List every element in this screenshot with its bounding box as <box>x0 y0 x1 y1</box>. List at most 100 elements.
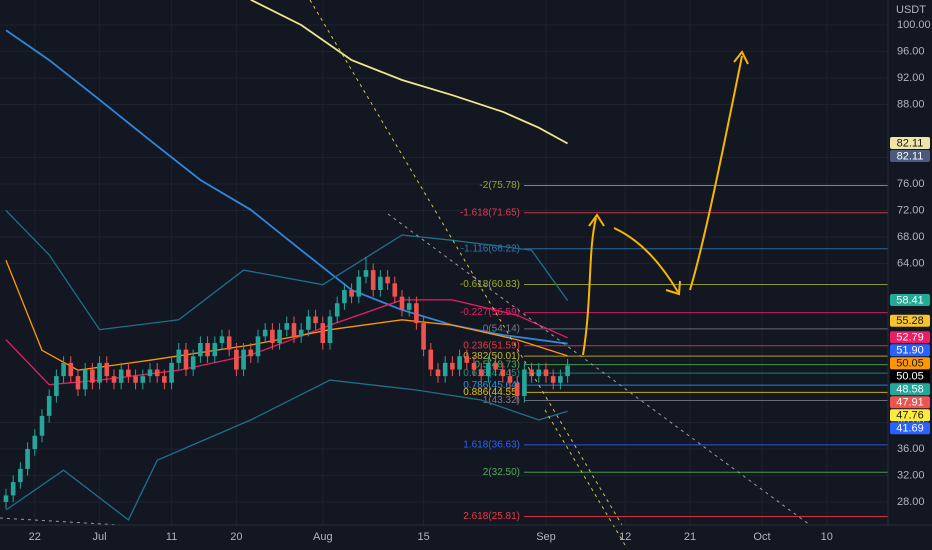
candle-body <box>558 376 563 383</box>
candle-body <box>399 296 405 310</box>
price-label-box <box>890 383 930 396</box>
candle-body <box>514 382 520 397</box>
fib-label: 0.886(44.55) <box>463 387 520 398</box>
x-tick-label: 22 <box>29 531 41 543</box>
price-label-box <box>890 150 930 163</box>
fib-label: 1.618(36.63) <box>463 439 520 450</box>
candle-body <box>392 283 398 297</box>
candle-body <box>284 323 290 330</box>
candle-body <box>313 316 318 324</box>
candle-body <box>493 362 498 370</box>
candle-body <box>226 336 232 350</box>
arrow-head <box>665 280 681 296</box>
candle-body <box>18 468 23 483</box>
candle-body <box>543 369 549 377</box>
candle-body <box>219 336 225 343</box>
candle-body <box>356 276 362 297</box>
fib-label: 0.236(51.59) <box>463 340 520 351</box>
candle-body <box>190 356 196 370</box>
price-label-box <box>890 357 930 370</box>
price-label: 47.76 <box>896 410 924 422</box>
price-label-box <box>890 422 930 435</box>
candle-body <box>370 270 376 290</box>
candle-body <box>68 362 74 377</box>
candle-body <box>421 323 426 350</box>
fib-label: -2(75.78) <box>479 180 520 191</box>
candle-body <box>255 336 261 357</box>
candle-body <box>270 329 275 343</box>
candle-body <box>147 369 153 377</box>
candle-body <box>306 316 311 330</box>
candle-body <box>406 303 412 310</box>
x-tick-label: 20 <box>230 531 242 543</box>
candle-body <box>25 449 30 469</box>
candle-body <box>550 376 556 383</box>
candle-body <box>176 349 182 363</box>
price-label-box <box>890 314 930 327</box>
y-tick-label: 32.00 <box>897 469 925 481</box>
candle-body <box>3 495 9 503</box>
price-label: 82.11 <box>897 150 924 162</box>
candle-body <box>536 369 542 377</box>
candle-body <box>169 362 174 383</box>
x-tick-label: Sep <box>536 531 556 543</box>
candle-body <box>61 362 66 377</box>
x-tick-label: Jul <box>93 531 107 543</box>
y-tick-label: 96.00 <box>897 45 925 57</box>
y-tick-label: 28.00 <box>897 496 925 508</box>
candle-body <box>486 362 491 377</box>
candle-body <box>212 342 218 357</box>
candle-body <box>291 323 297 337</box>
price-label: 55.28 <box>896 315 924 327</box>
candle-body <box>154 369 160 377</box>
x-tick-label: Aug <box>313 531 333 543</box>
candle-body <box>118 369 124 383</box>
arrow <box>689 55 743 291</box>
fib-label: -0.227(56.59) <box>460 307 520 318</box>
candle-body <box>277 329 282 343</box>
y-tick-label: 64.00 <box>897 257 925 269</box>
candle-body <box>104 362 110 377</box>
candle-body <box>522 369 527 397</box>
indicator-line <box>5 259 568 371</box>
price-label: 82.11 <box>897 137 924 149</box>
fib-label: 0.382(50.01) <box>463 351 520 362</box>
fib-label: 0(54.14) <box>483 323 520 334</box>
price-label: 47.91 <box>896 397 924 409</box>
candle-body <box>39 415 45 436</box>
candle-body <box>334 303 340 317</box>
fib-label: 1(43.32) <box>483 395 520 406</box>
candle-body <box>111 376 117 383</box>
candle-body <box>97 362 102 383</box>
price-label-box <box>890 409 930 422</box>
price-label: 52.79 <box>896 332 924 344</box>
fib-label: 2(32.50) <box>483 467 520 478</box>
candle-body <box>248 349 254 357</box>
candle-body <box>75 376 81 390</box>
candle-body <box>133 376 138 383</box>
candle-body <box>500 369 506 377</box>
candle-body <box>565 365 570 377</box>
arrow <box>613 227 679 293</box>
candle-body <box>428 349 434 370</box>
candle-body <box>234 349 239 370</box>
fib-label: 0.786(45.64) <box>463 380 520 391</box>
candle-body <box>140 376 146 383</box>
price-label-box <box>890 294 930 307</box>
candle-body <box>385 276 390 284</box>
candle-body <box>327 316 333 343</box>
candle-body <box>471 362 477 370</box>
candle-body <box>298 329 304 337</box>
indicator-line <box>5 299 568 386</box>
candle-body <box>90 369 95 383</box>
trend-line <box>544 409 626 546</box>
candle-body <box>414 303 419 324</box>
arrow-head <box>733 50 749 65</box>
price-label: 50.05 <box>896 371 924 383</box>
price-label: 41.69 <box>896 423 924 435</box>
trend-line <box>387 213 811 526</box>
y-tick-label: 100.00 <box>897 19 931 31</box>
trend-line <box>0 517 121 526</box>
fib-label: 0.618(47.45) <box>463 368 520 379</box>
